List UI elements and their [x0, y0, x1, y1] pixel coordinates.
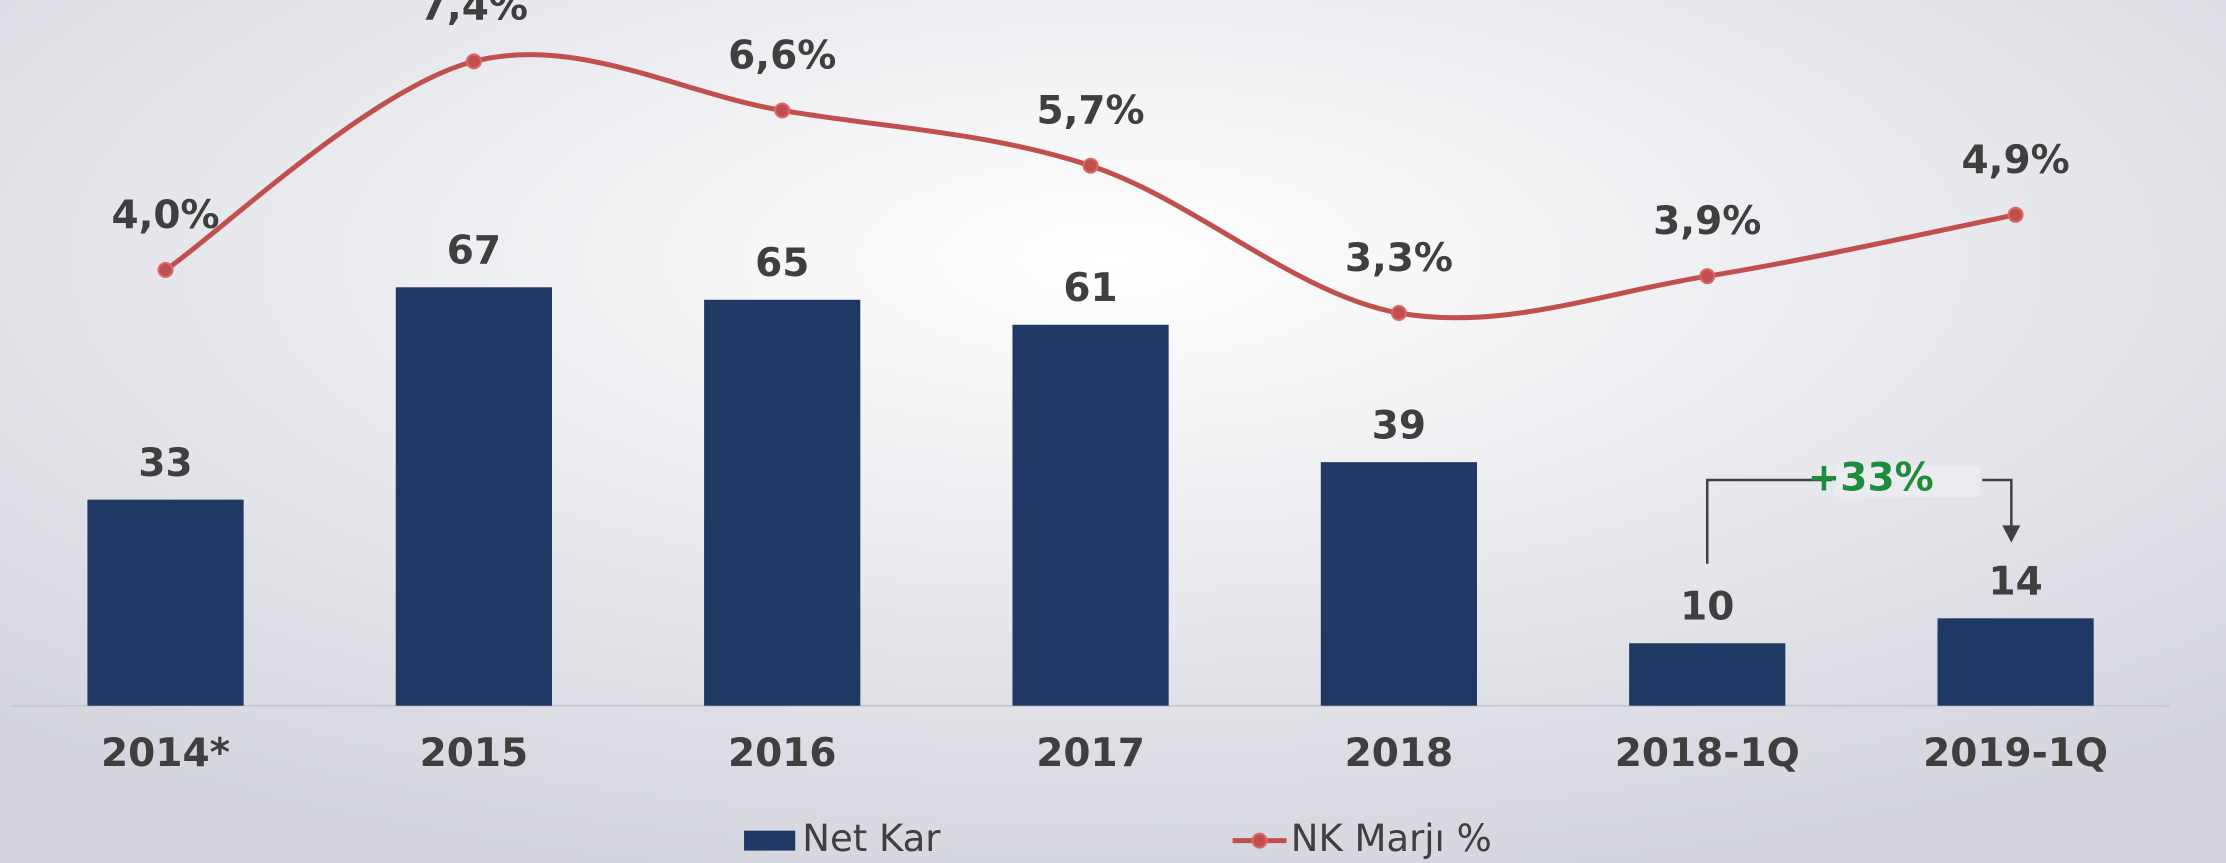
line-point: [1390, 304, 1407, 321]
line-point: [2007, 206, 2024, 223]
data-label: 3,3%: [1345, 236, 1453, 281]
data-label: 61: [1063, 266, 1117, 311]
arrow-head: [2002, 525, 2021, 543]
annotation-bg: [1834, 465, 1980, 497]
line-point: [1699, 268, 1716, 285]
x-tick-label: 2018-1Q: [1615, 731, 1800, 776]
legend-label: Net Kar: [802, 817, 941, 860]
data-label: 33: [138, 441, 192, 486]
data-label: 10: [1680, 585, 1734, 630]
bar: [395, 287, 552, 706]
data-label: 39: [1372, 404, 1426, 449]
annotation: +33%: [1808, 455, 1934, 500]
legend-marker: [1251, 832, 1268, 849]
x-tick-label: 2019-1Q: [1923, 731, 2108, 776]
x-tick-label: 2015: [420, 731, 529, 776]
data-label: 6,6%: [728, 33, 836, 78]
bar: [1937, 618, 2094, 706]
data-label: 14: [1988, 560, 2042, 605]
bar: [1012, 324, 1169, 706]
data-label: 7,4%: [420, 0, 528, 29]
data-label: 4,9%: [1962, 138, 2070, 183]
legend-swatch: [744, 830, 796, 851]
data-label: 5,7%: [1036, 89, 1144, 134]
bar: [704, 299, 861, 706]
data-label: 67: [447, 229, 501, 274]
x-tick-label: 2014*: [101, 731, 230, 776]
bracket: [1706, 478, 2013, 564]
data-label: 65: [755, 241, 809, 286]
legend-label: NK Marjı %: [1291, 817, 1492, 860]
line-point: [157, 262, 174, 279]
bar: [1629, 643, 1786, 706]
data-label: 4,0%: [111, 193, 219, 238]
x-tick-label: 2017: [1036, 731, 1145, 776]
bar: [1320, 462, 1478, 706]
x-tick-label: 2016: [728, 731, 837, 776]
x-tick-label: 2018: [1345, 731, 1454, 776]
line-point: [774, 102, 791, 119]
line-point: [465, 53, 482, 70]
line-point: [1082, 157, 1099, 174]
bar: [87, 499, 244, 706]
data-label: 3,9%: [1653, 199, 1761, 244]
